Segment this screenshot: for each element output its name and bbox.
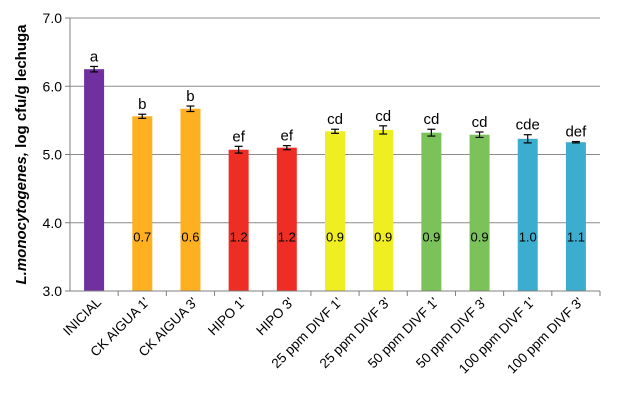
significance-letter: cd [472,114,488,131]
significance-letter: def [565,124,587,141]
bar [421,132,442,291]
bar [228,149,249,291]
error-bar [427,128,436,137]
reduction-label: 1.0 [519,229,537,244]
y-tick-label: 7.0 [43,10,63,26]
y-tick-label: 5.0 [43,147,63,163]
error-bar [282,145,291,151]
reduction-label: 0.6 [181,229,199,244]
significance-letter: cd [327,111,343,128]
significance-letter: cd [423,111,439,128]
reduction-label: 0.7 [133,229,151,244]
error-bar [523,134,532,144]
error-bars [90,65,580,154]
reduction-label: 0.9 [374,229,392,244]
significance-letter: b [186,88,194,105]
significance-letter: cd [375,108,391,125]
error-bar [186,105,195,113]
bar [565,142,586,291]
bar [132,116,153,291]
y-axis-title-rest: log cfu/g lechuga [13,24,30,152]
bar [373,129,394,291]
reduction-label: 0.9 [326,229,344,244]
bar [180,108,201,292]
significance-letter: ef [281,128,294,145]
error-bar [331,128,339,134]
bar [469,134,490,291]
error-bar [571,140,580,144]
y-tick-label: 4.0 [43,215,63,231]
significance-letter: b [138,96,146,113]
y-axis-title: L.monocytogenes, log cfu/g lechuga [13,24,30,285]
y-tick-label: 6.0 [43,78,63,94]
significance-letter: a [90,48,99,65]
x-category-label: HIPO 1' [205,295,249,339]
axes: 3.0 4.0 5.0 6.0 7.0 [43,10,601,299]
bar [517,138,538,291]
reduction-label: 1.1 [567,229,585,244]
error-bar [379,125,388,135]
y-axis-title-italic: L.monocytogenes, [13,152,30,285]
error-bar [138,113,147,119]
error-bar [475,131,484,139]
error-bar [234,145,243,154]
error-bar [90,65,99,73]
x-category-label: HIPO 3' [253,295,297,339]
significance-letter: cde [516,117,540,134]
reduction-label: 1.2 [230,229,248,244]
significance-letter: ef [232,128,245,145]
x-category-label: INICIAL [60,294,104,338]
reduction-label: 1.2 [278,229,296,244]
y-tick-label: 3.0 [43,283,63,299]
reduction-label: 0.9 [471,229,489,244]
bars [84,69,586,292]
bar [276,147,297,291]
bar [325,131,345,291]
reduction-label: 0.9 [422,229,440,244]
bar [84,69,105,291]
